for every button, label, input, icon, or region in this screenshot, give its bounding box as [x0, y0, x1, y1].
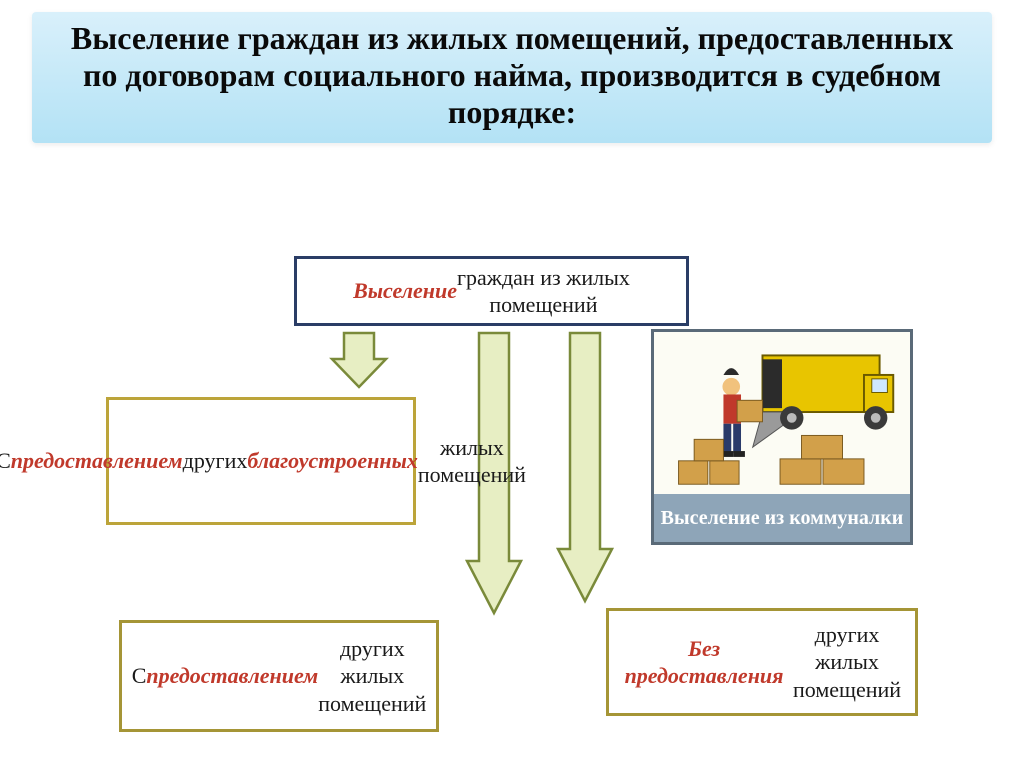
illustration-caption-text: Выселение из коммуналки	[661, 507, 904, 530]
arrow-down	[554, 329, 616, 605]
illustration-picture	[654, 332, 910, 494]
page-title-text: Выселение граждан из жилых помещений, пр…	[71, 20, 953, 130]
page-title: Выселение граждан из жилых помещений, пр…	[32, 12, 992, 143]
moving-truck-icon	[654, 332, 910, 494]
node-with-improved-housing: С предоставлениемдругихблагоустроенныхжи…	[106, 397, 416, 525]
illustration-eviction: Выселение из коммуналки	[651, 329, 913, 545]
illustration-caption: Выселение из коммуналки	[654, 494, 910, 542]
arrow-down	[328, 329, 390, 391]
node-without-housing: Без предоставлениядругих жилыхпомещений	[606, 608, 918, 716]
node-with-other-housing: С предоставлениемдругих жилыхпомещений	[119, 620, 439, 732]
flow-diagram: Выселение граждан из жилыхпомещений С пр…	[106, 256, 940, 776]
node-root: Выселение граждан из жилыхпомещений	[294, 256, 689, 326]
